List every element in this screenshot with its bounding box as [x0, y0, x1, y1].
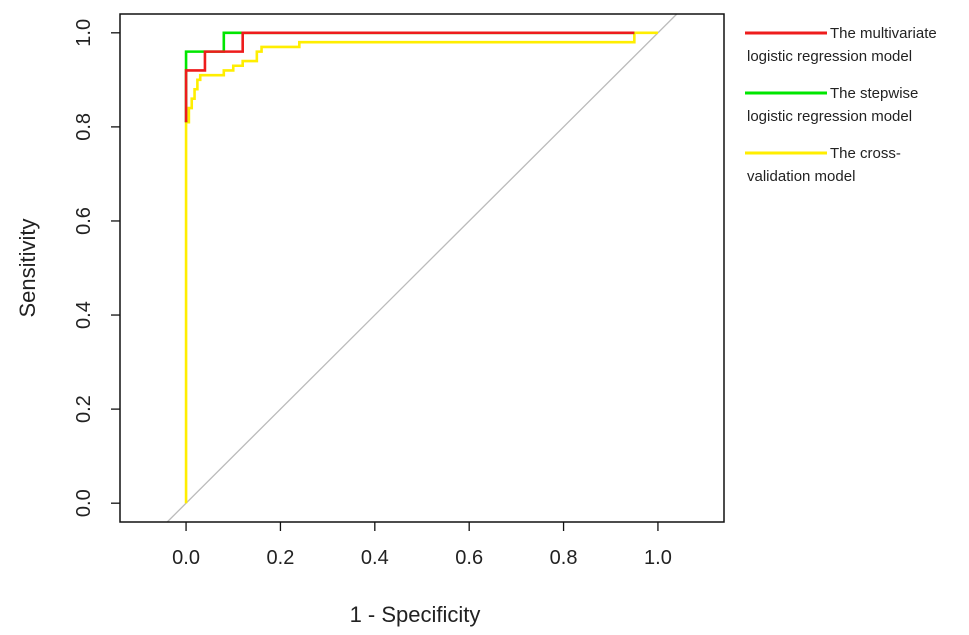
y-tick-label: 0.6 — [73, 207, 95, 235]
y-tick-label: 0.8 — [73, 113, 95, 141]
legend-label-series-1-line-1: The multivariate — [830, 25, 937, 42]
x-axis-title: 1 - Specificity — [350, 602, 481, 627]
legend: The multivariate logistic regression mode… — [745, 25, 937, 185]
y-axis-title: Sensitivity — [15, 218, 40, 317]
y-tick-label: 1.0 — [73, 19, 95, 47]
y-tick-label: 0.2 — [73, 395, 95, 423]
x-tick-label: 0.4 — [361, 547, 389, 569]
x-tick-label: 0.0 — [172, 547, 200, 569]
y-tick-label: 0.4 — [73, 301, 95, 329]
legend-label-series-3-line-2: validation model — [747, 168, 855, 185]
y-tick-label: 0.0 — [73, 489, 95, 517]
x-tick-label: 0.6 — [455, 547, 483, 569]
roc-curve-series-1 — [184, 31, 635, 123]
x-tick-label: 0.2 — [267, 547, 295, 569]
reference-diagonal-line — [166, 14, 678, 522]
plot-frame — [119, 13, 725, 523]
roc-curve-series-2 — [184, 31, 635, 123]
plot-area — [166, 14, 678, 522]
x-axis: 0.0 0.2 0.4 0.6 0.8 1.0 — [172, 522, 672, 569]
x-tick-label: 0.8 — [550, 547, 578, 569]
reference-line-layer — [166, 14, 678, 522]
legend-label-series-1-line-2: logistic regression model — [747, 48, 912, 65]
legend-label-series-2-line-2: logistic regression model — [747, 108, 912, 125]
legend-label-series-3-line-1: The cross- — [830, 145, 901, 162]
y-axis: 0.0 0.2 0.4 0.6 0.8 1.0 — [73, 19, 120, 517]
roc-curve-series-3 — [184, 31, 658, 504]
legend-label-series-2-line-1: The stepwise — [830, 85, 918, 102]
x-tick-label: 1.0 — [644, 547, 672, 569]
series-layer — [184, 31, 658, 504]
